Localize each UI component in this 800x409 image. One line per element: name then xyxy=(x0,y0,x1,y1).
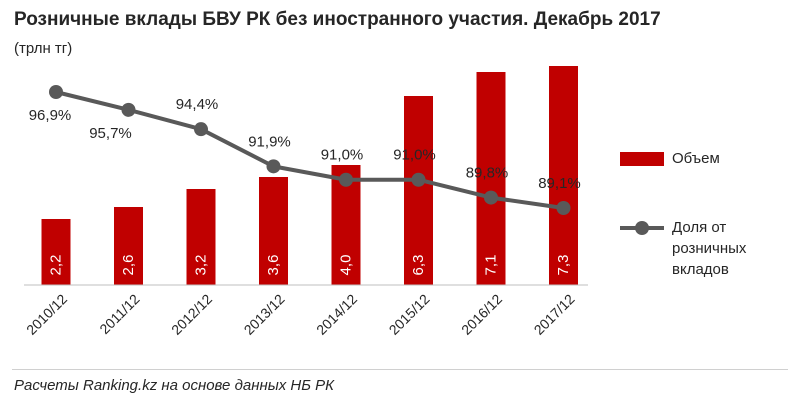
share-value-label: 96,9% xyxy=(29,107,72,124)
footer-divider xyxy=(12,369,788,370)
bar-2016/12 xyxy=(476,72,506,285)
bar-2017/12 xyxy=(549,66,578,285)
bars-layer xyxy=(41,66,578,285)
legend-line-swatch xyxy=(620,217,664,239)
x-tick-label: 2013/12 xyxy=(241,291,288,338)
unit-label: (трлн тг) xyxy=(14,40,73,57)
bar-value-label: 2,6 xyxy=(120,255,137,276)
chart-title: Розничные вклады БВУ РК без иностранного… xyxy=(14,9,661,30)
x-tick-label: 2011/12 xyxy=(96,291,143,338)
x-tick-label: 2014/12 xyxy=(313,291,360,338)
bar-2015/12 xyxy=(404,96,433,285)
bar-2012/12 xyxy=(186,189,216,285)
share-point-2015/12 xyxy=(411,172,426,187)
bar-value-label: 3,2 xyxy=(193,255,210,276)
bar-2011/12 xyxy=(114,207,143,285)
x-tick-label: 2012/12 xyxy=(168,291,215,338)
share-point-2011/12 xyxy=(121,102,136,117)
share-point-2016/12 xyxy=(484,190,498,205)
bar-value-label: 6,3 xyxy=(410,255,427,276)
share-value-label: 95,7% xyxy=(89,125,132,142)
bar-2013/12 xyxy=(259,177,288,285)
x-tick-label: 2010/12 xyxy=(23,291,70,338)
share-value-label: 89,8% xyxy=(466,165,509,182)
source-note: Расчеты Ranking.kz на основе данных НБ Р… xyxy=(14,377,335,394)
legend-bar-swatch xyxy=(620,152,664,166)
legend-item-volume: Объем xyxy=(620,148,790,169)
share-value-label: 89,1% xyxy=(538,175,581,192)
line-layer xyxy=(49,85,571,215)
x-tick-label: 2017/12 xyxy=(531,291,578,338)
share-point-2014/12 xyxy=(339,172,353,187)
share-point-2012/12 xyxy=(194,122,208,137)
share-point-2017/12 xyxy=(556,201,571,215)
legend-item-share: Доля от розничных вкладов xyxy=(620,217,790,280)
share-line xyxy=(55,90,564,210)
x-tick-label: 2015/12 xyxy=(386,291,433,338)
share-point-2013/12 xyxy=(266,159,281,174)
share-value-label: 91,0% xyxy=(393,147,436,164)
share-value-label: 91,9% xyxy=(248,133,291,150)
bar-value-label: 3,6 xyxy=(265,255,282,276)
share-point-2010/12 xyxy=(49,85,63,99)
legend-label-volume: Объем xyxy=(672,150,720,167)
share-value-label: 91,0% xyxy=(321,147,364,164)
bar-value-label: 7,1 xyxy=(483,255,500,276)
legend: Объем Доля от розничных вкладов xyxy=(620,148,790,280)
bar-value-label: 7,3 xyxy=(555,255,572,276)
bar-value-label: 4,0 xyxy=(338,255,355,276)
bar-2010/12 xyxy=(41,219,71,285)
share-value-label: 94,4% xyxy=(176,96,219,113)
x-tick-label: 2016/12 xyxy=(458,291,505,338)
bar-value-label: 2,2 xyxy=(48,255,65,276)
legend-label-share: Доля от розничных вкладов xyxy=(672,219,747,278)
